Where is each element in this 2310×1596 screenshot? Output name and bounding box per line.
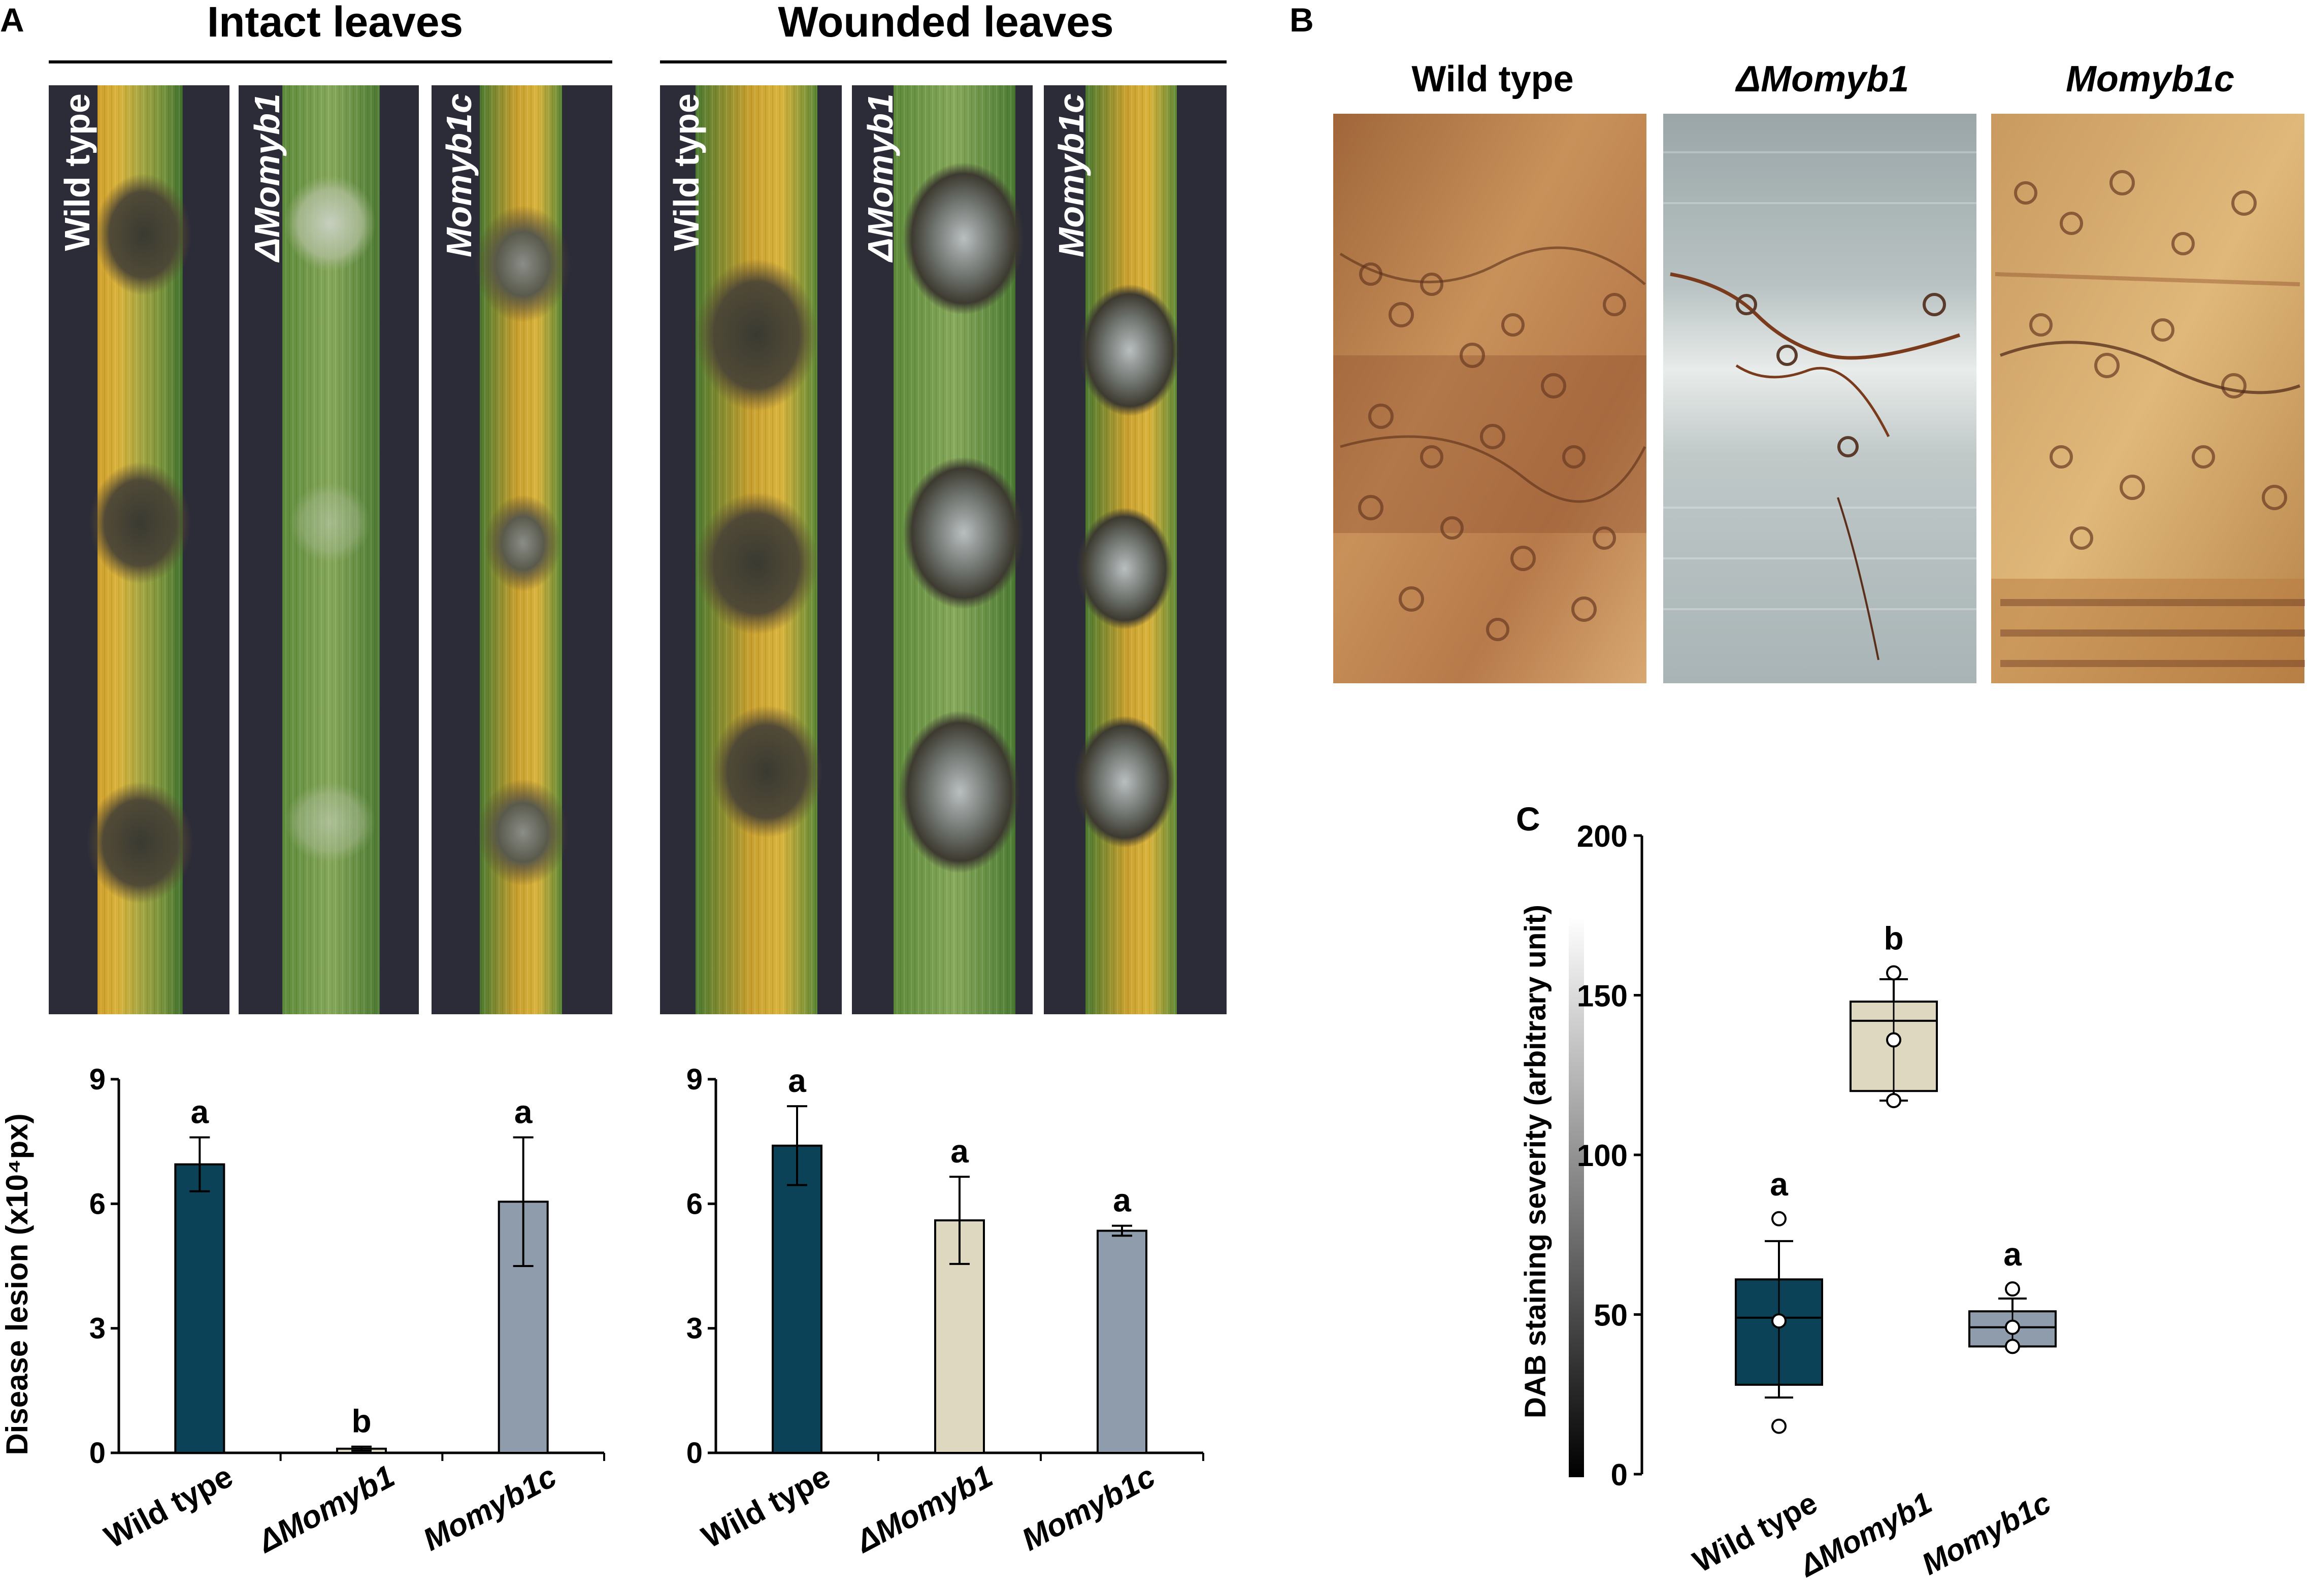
y-tick-label: 0	[1611, 1458, 1628, 1492]
wounded-leaves-title: Wounded leaves	[778, 0, 1113, 46]
x-tick-label: Momyb1c	[417, 1458, 562, 1557]
data-point	[1771, 1418, 1787, 1434]
x-tick-label: Momyb1c	[1916, 1485, 2056, 1581]
micrograph-label-dmomyb1: ΔMomyb1	[1735, 59, 1909, 99]
x-tick-label: Wild type	[99, 1458, 239, 1555]
y-tick-label: 100	[1577, 1139, 1628, 1173]
significance-letter: a	[1113, 1182, 1131, 1219]
grayscale-colorbar	[1569, 917, 1584, 1477]
significance-letter: a	[514, 1093, 533, 1130]
intact-leaves-title: Intact leaves	[207, 0, 463, 46]
data-point	[1886, 1093, 1901, 1109]
x-tick-label: Momyb1c	[1016, 1458, 1161, 1557]
y-tick-label: 200	[1577, 819, 1628, 853]
leaf-photo-dmomyb1-wounded	[852, 85, 1033, 1014]
x-tick-label: ΔMomyb1	[252, 1458, 401, 1559]
leaf-photo-wt-wounded	[660, 85, 842, 1014]
leaf-label-momyb1c-intact: Momyb1c	[439, 93, 479, 257]
data-point	[2005, 1339, 2020, 1354]
leaf-photo-momyb1c-wounded	[1044, 85, 1227, 1014]
significance-letter: b	[1884, 920, 1903, 956]
y-tick-label: 0	[89, 1437, 106, 1470]
micrograph-label-wt: Wild type	[1411, 59, 1573, 99]
significance-letter: a	[2003, 1236, 2022, 1273]
y-tick-label: 3	[89, 1312, 106, 1345]
panel-label-c: C	[1516, 800, 1540, 838]
micrograph-momyb1c	[1991, 114, 2305, 683]
significance-letter: b	[351, 1403, 371, 1440]
y-tick-label: 9	[686, 1063, 703, 1096]
y-tick-label: 6	[89, 1187, 106, 1220]
data-point	[1886, 965, 1901, 981]
data-point	[2005, 1281, 2020, 1297]
data-point	[1886, 1032, 1901, 1048]
leaf-photo-wt-intact	[49, 85, 229, 1014]
y-axis-label-c: DAB staining severity (arbitrary unit)	[1519, 905, 1552, 1418]
y-tick-label: 50	[1594, 1299, 1628, 1333]
leaf-label-dmomyb1-wounded: ΔMomyb1	[861, 93, 900, 263]
significance-letter: a	[950, 1133, 969, 1170]
x-tick-label: ΔMomyb1	[1793, 1485, 1937, 1583]
significance-letter: a	[788, 1062, 806, 1099]
y-axis-label-intact: Disease lesion (x10⁴px)	[0, 1113, 34, 1455]
bar-chart-intact: 0 3 6 9 a Wild type b ΔMomyb1 a Momyb1c	[89, 1063, 605, 1560]
y-tick-label: 150	[1577, 979, 1628, 1013]
micrograph-label-momyb1c: Momyb1c	[2066, 59, 2234, 99]
bar	[772, 1144, 822, 1454]
significance-letter: a	[1770, 1166, 1788, 1203]
leaf-label-momyb1c-wounded: Momyb1c	[1051, 93, 1091, 257]
x-tick-label: Wild type	[696, 1458, 836, 1555]
bar	[174, 1163, 225, 1454]
micrograph-dmomyb1	[1663, 114, 1976, 683]
significance-letter: a	[191, 1093, 209, 1130]
y-tick-label: 0	[686, 1437, 703, 1470]
leaf-photo-momyb1c-intact	[432, 85, 612, 1014]
bar	[1097, 1229, 1147, 1454]
x-tick-label: ΔMomyb1	[850, 1458, 999, 1559]
data-point	[1771, 1211, 1787, 1226]
y-tick-label: 9	[89, 1063, 106, 1096]
leaf-photo-dmomyb1-intact	[239, 85, 419, 1014]
data-point	[1771, 1313, 1787, 1329]
panel-label-b: B	[1290, 1, 1314, 39]
data-point	[2005, 1319, 2020, 1335]
y-tick-label: 6	[686, 1187, 703, 1220]
y-tick-label: 3	[686, 1312, 703, 1345]
bar-chart-wounded: 0 3 6 9 a Wild type a ΔMomyb1 a Momyb1c	[686, 1062, 1204, 1560]
leaf-label-wt-intact: Wild type	[57, 93, 97, 251]
leaf-label-dmomyb1-intact: ΔMomyb1	[247, 93, 287, 263]
micrograph-wt	[1333, 114, 1646, 683]
panel-label-a: A	[0, 1, 24, 39]
leaf-label-wt-wounded: Wild type	[667, 93, 706, 251]
